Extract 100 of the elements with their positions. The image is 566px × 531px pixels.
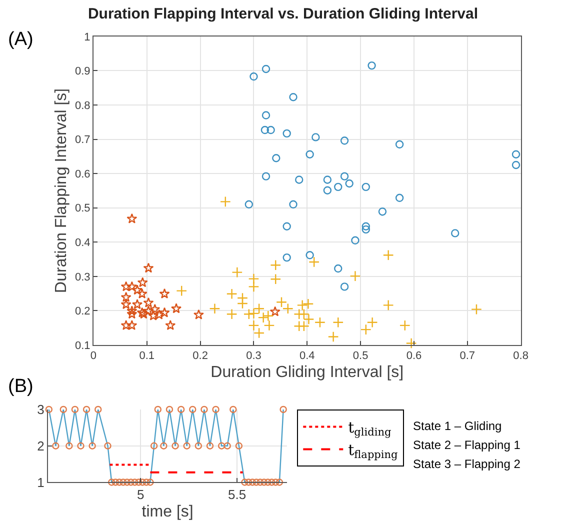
point xyxy=(226,308,238,320)
point xyxy=(270,274,282,285)
point xyxy=(126,320,138,330)
point xyxy=(262,64,270,74)
point xyxy=(270,260,282,271)
point xyxy=(126,213,138,224)
point xyxy=(312,133,320,142)
point xyxy=(323,186,332,194)
point xyxy=(340,136,349,145)
point xyxy=(226,288,238,300)
point xyxy=(395,194,404,202)
point xyxy=(378,208,387,216)
point xyxy=(108,478,116,486)
point xyxy=(260,126,270,134)
point xyxy=(116,478,123,486)
point xyxy=(137,277,148,288)
point xyxy=(345,179,354,188)
y-tick-label: 0.8 xyxy=(74,100,90,112)
point xyxy=(88,442,96,450)
x-tick-label: 0.5 xyxy=(352,350,368,362)
point xyxy=(244,478,252,486)
point xyxy=(71,406,79,414)
point xyxy=(260,478,268,486)
x-axis-title: Duration Gliding Interval [s] xyxy=(210,364,404,381)
point xyxy=(272,478,280,486)
point xyxy=(127,478,135,486)
point xyxy=(52,442,60,450)
point xyxy=(451,229,460,238)
point xyxy=(183,442,190,450)
point xyxy=(470,304,482,315)
point xyxy=(232,266,243,278)
y-tick-label: 1 xyxy=(84,31,90,44)
point xyxy=(159,288,170,298)
point xyxy=(296,300,308,311)
point xyxy=(112,478,120,486)
point xyxy=(289,200,298,209)
point xyxy=(206,442,214,450)
y-tick-label: 0.7 xyxy=(74,134,90,146)
point xyxy=(272,154,280,162)
point xyxy=(94,406,102,414)
point xyxy=(256,478,264,486)
point xyxy=(250,72,258,81)
point xyxy=(104,442,112,450)
point xyxy=(189,406,196,414)
point xyxy=(248,478,256,486)
point xyxy=(200,406,208,414)
point xyxy=(143,297,154,308)
y-tick-label: 0.1 xyxy=(74,340,90,352)
x-tick-label: 0.6 xyxy=(406,350,422,362)
point xyxy=(362,222,370,230)
point xyxy=(332,316,344,328)
point xyxy=(334,264,342,273)
point xyxy=(243,308,254,320)
point xyxy=(82,406,90,414)
point xyxy=(146,478,154,486)
point xyxy=(45,406,53,414)
point xyxy=(406,338,417,349)
point xyxy=(237,298,248,309)
text: State 2 – Flapping 1 xyxy=(413,438,521,452)
point xyxy=(295,176,304,184)
point xyxy=(280,406,287,414)
x-tick-label: 0.8 xyxy=(513,350,528,362)
point xyxy=(218,442,226,450)
text: (B) xyxy=(8,376,34,397)
point xyxy=(323,176,332,184)
point xyxy=(368,61,376,70)
point xyxy=(224,442,231,450)
point xyxy=(306,251,314,260)
point xyxy=(262,310,274,322)
point xyxy=(254,303,265,314)
point xyxy=(248,273,260,284)
text: State 1 – Gliding xyxy=(413,419,502,433)
point xyxy=(270,306,280,316)
point xyxy=(142,478,150,486)
y-tick-label: 1 xyxy=(37,474,44,490)
point xyxy=(126,308,138,319)
point xyxy=(241,478,248,486)
x-axis-title: time [s] xyxy=(142,504,194,521)
point xyxy=(120,292,132,302)
point xyxy=(350,270,361,282)
point xyxy=(77,442,84,450)
point xyxy=(154,309,164,320)
point xyxy=(150,304,160,314)
point xyxy=(177,406,185,414)
point xyxy=(308,256,320,268)
point xyxy=(126,306,138,316)
point xyxy=(165,320,176,330)
point xyxy=(262,111,270,120)
point xyxy=(120,281,132,292)
point xyxy=(244,200,254,209)
point xyxy=(289,93,298,102)
point xyxy=(351,236,360,245)
y-tick-label: 0.9 xyxy=(74,66,90,78)
point xyxy=(248,308,260,319)
point xyxy=(268,478,276,486)
point xyxy=(123,478,131,486)
point xyxy=(132,299,143,310)
x-tick-label: 0 xyxy=(90,350,97,362)
point xyxy=(209,303,220,314)
y-tick-label: 0.2 xyxy=(74,306,90,318)
